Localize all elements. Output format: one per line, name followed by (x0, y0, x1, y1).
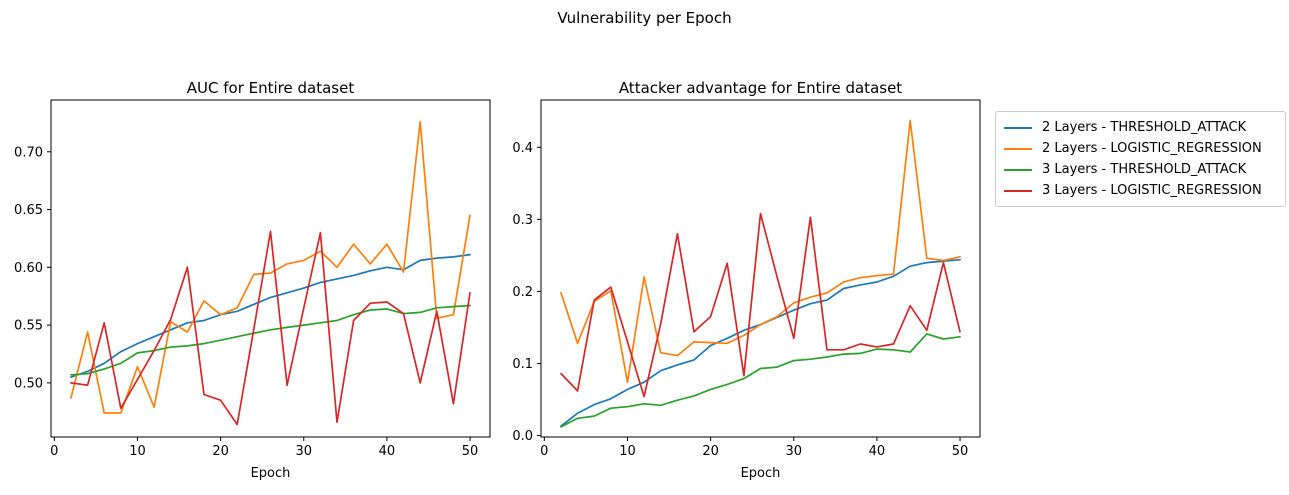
y-tick-label: 0.3 (512, 213, 533, 228)
axes-frame (50, 99, 491, 438)
x-tick-label: 30 (785, 444, 802, 459)
legend: 2 Layers - THRESHOLD_ATTACK 2 Layers - L… (995, 111, 1286, 207)
y-tick-label: 0.55 (14, 319, 43, 334)
y-tick-label: 0.70 (14, 145, 43, 160)
xlabel-attacker-advantage: Epoch (740, 466, 781, 481)
legend-line-swatch (1004, 126, 1032, 129)
y-tick-label: 0.50 (14, 376, 43, 391)
attacker-advantage-axes: 0 10 20 30 40 50 0.0 0.1 0.2 0.3 0.4 (512, 99, 981, 459)
x-tick-label: 0 (50, 444, 58, 459)
axes-frame (540, 99, 981, 438)
legend-entry-label: 2 Layers - THRESHOLD_ATTACK (1042, 120, 1247, 135)
legend-entry-label: 2 Layers - LOGISTIC_REGRESSION (1042, 141, 1262, 156)
x-tick-label: 0 (540, 444, 548, 459)
legend-entry: 3 Layers - THRESHOLD_ATTACK (1004, 159, 1277, 180)
figure-suptitle: Vulnerability per Epoch (557, 9, 732, 27)
series-line (560, 212, 961, 398)
y-tick-label: 0.60 (14, 261, 43, 276)
series-line (560, 119, 961, 384)
x-tick-label: 50 (462, 444, 479, 459)
x-tick-label: 10 (619, 444, 636, 459)
x-tick-label: 20 (212, 444, 229, 459)
legend-entry-label: 3 Layers - THRESHOLD_ATTACK (1042, 162, 1247, 177)
x-tick-label: 40 (379, 444, 396, 459)
xlabel-auc: Epoch (250, 466, 291, 481)
legend-line-swatch (1004, 168, 1032, 171)
y-tick-label: 0.2 (512, 285, 533, 300)
chart-title-auc: AUC for Entire dataset (186, 79, 355, 97)
x-tick-label: 50 (952, 444, 969, 459)
legend-line-swatch (1004, 189, 1032, 192)
legend-entry: 2 Layers - THRESHOLD_ATTACK (1004, 117, 1277, 138)
series-line (70, 230, 471, 426)
chart-title-attacker-advantage: Attacker advantage for Entire dataset (618, 79, 903, 97)
y-tick-label: 0.1 (512, 357, 533, 372)
x-tick-label: 10 (129, 444, 146, 459)
auc-axes: 0 10 20 30 40 50 0.50 0.55 0.60 0.65 0.70 (14, 99, 491, 459)
legend-line-swatch (1004, 147, 1032, 150)
y-tick-label: 0.4 (512, 141, 533, 156)
series-line (70, 120, 471, 414)
legend-entry: 2 Layers - LOGISTIC_REGRESSION (1004, 138, 1277, 159)
legend-entry: 3 Layers - LOGISTIC_REGRESSION (1004, 180, 1277, 201)
series-line (560, 333, 961, 428)
x-tick-label: 20 (702, 444, 719, 459)
y-tick-label: 0.0 (512, 429, 533, 444)
y-tick-label: 0.65 (14, 203, 43, 218)
x-tick-label: 40 (869, 444, 886, 459)
x-tick-label: 30 (295, 444, 312, 459)
legend-entry-label: 3 Layers - LOGISTIC_REGRESSION (1042, 183, 1262, 198)
